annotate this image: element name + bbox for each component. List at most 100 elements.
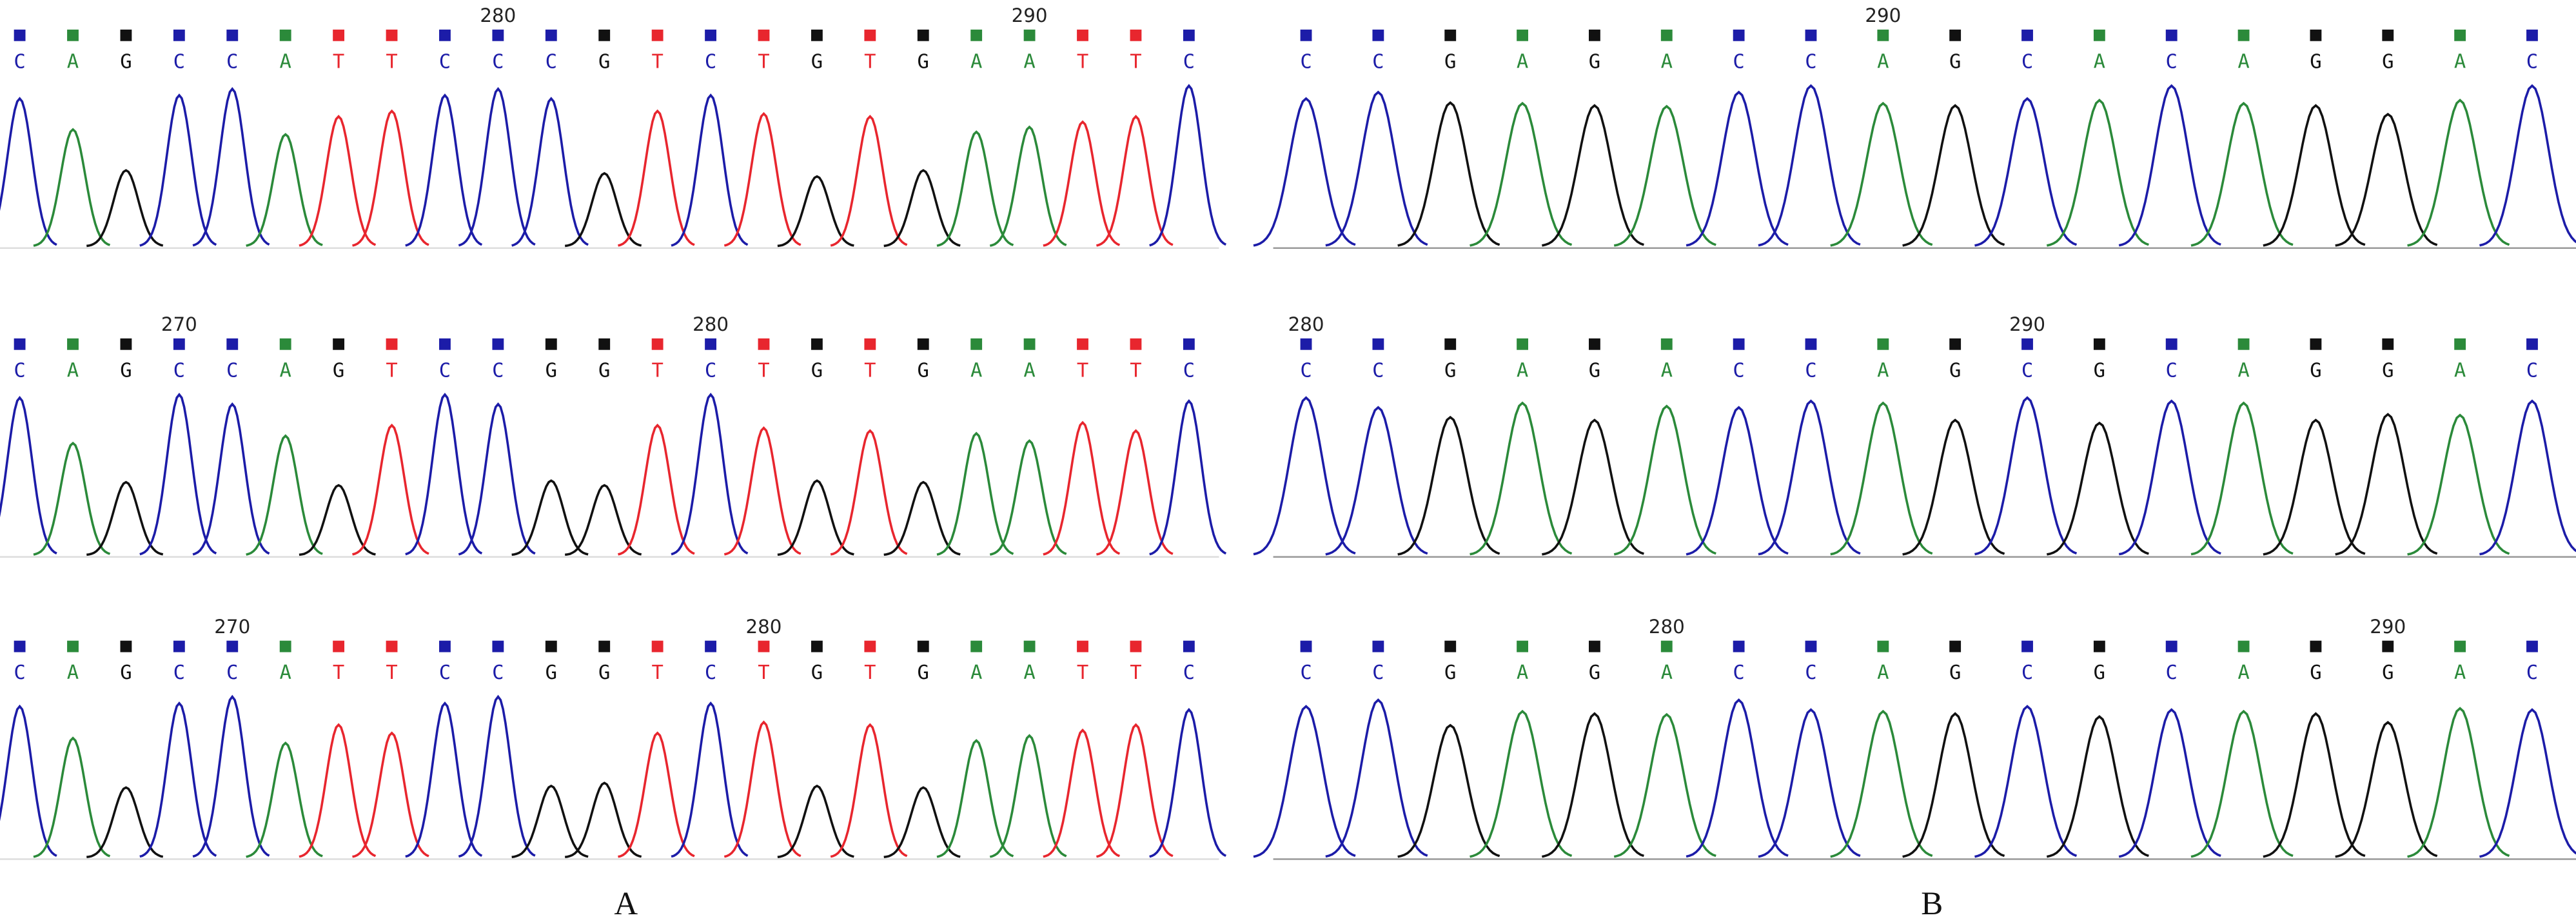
base-call: T — [333, 662, 344, 684]
base-call: T — [1130, 662, 1141, 684]
base-marker — [1130, 338, 1142, 350]
peak — [2263, 104, 2366, 247]
position-label: 290 — [2370, 616, 2406, 638]
base-marker — [864, 29, 876, 41]
peak — [2118, 84, 2221, 247]
base-call: T — [651, 50, 663, 73]
base-call: C — [439, 50, 451, 73]
peak — [2118, 399, 2221, 556]
base-marker — [279, 338, 291, 350]
peak — [1974, 97, 2078, 247]
peak — [1253, 396, 1356, 556]
base-marker — [226, 29, 239, 41]
peak — [1830, 709, 1933, 858]
peak — [723, 426, 801, 556]
base-marker — [1444, 29, 1457, 41]
peak — [192, 694, 270, 858]
base-call: C — [1805, 359, 1816, 382]
peak — [2190, 709, 2294, 858]
base-call: C — [1300, 662, 1312, 684]
peak — [33, 128, 111, 247]
base-marker — [2237, 338, 2250, 350]
base-call: A — [1023, 359, 1035, 382]
base-marker — [120, 29, 132, 41]
base-call: C — [1733, 50, 1744, 73]
position-label: 280 — [480, 5, 516, 26]
base-call: G — [546, 662, 557, 684]
base-marker — [1372, 640, 1384, 652]
position-label: 280 — [746, 616, 782, 638]
base-marker — [1589, 640, 1600, 652]
base-call: A — [1661, 50, 1673, 73]
base-marker — [279, 640, 291, 652]
base-marker — [120, 640, 132, 652]
base-marker — [439, 338, 451, 350]
base-call: G — [1589, 662, 1600, 684]
base-marker — [2454, 29, 2466, 41]
base-marker — [1023, 29, 1036, 41]
peak — [671, 701, 749, 858]
base-call: C — [1805, 662, 1816, 684]
base-call: C — [492, 50, 504, 73]
peak — [1325, 90, 1428, 247]
peak — [1758, 708, 1861, 858]
base-marker — [2526, 29, 2538, 41]
peak — [2046, 99, 2149, 247]
peak — [723, 720, 801, 858]
peak — [1397, 415, 1500, 556]
base-marker — [917, 640, 929, 652]
base-call: C — [2166, 359, 2178, 382]
base-marker — [705, 338, 716, 350]
peak — [1902, 104, 2005, 247]
base-marker — [1949, 640, 1961, 652]
base-call: G — [120, 662, 132, 684]
peak — [299, 723, 377, 858]
base-call: A — [1517, 662, 1528, 684]
peak — [246, 133, 323, 247]
base-marker — [67, 29, 79, 41]
base-marker — [1589, 29, 1600, 41]
base-call: A — [2237, 359, 2249, 382]
base-marker — [67, 338, 79, 350]
base-call: A — [1877, 662, 1889, 684]
base-call: A — [1661, 662, 1673, 684]
peak — [1902, 712, 2005, 858]
peak — [1253, 705, 1356, 858]
base-marker — [1183, 338, 1195, 350]
peak — [1470, 101, 1573, 247]
base-call: T — [651, 359, 663, 382]
base-marker — [1077, 29, 1088, 41]
base-marker — [2310, 29, 2322, 41]
base-call: G — [120, 359, 132, 382]
peak — [936, 739, 1014, 858]
base-call: T — [1130, 50, 1141, 73]
base-call: T — [758, 359, 769, 382]
peak — [1686, 406, 1789, 556]
base-call: A — [970, 50, 982, 73]
peak — [883, 480, 961, 556]
base-call: G — [2310, 50, 2321, 73]
peak — [2190, 101, 2294, 247]
peak — [830, 115, 908, 247]
base-marker — [970, 640, 983, 652]
base-marker — [1517, 640, 1528, 652]
base-call: A — [2454, 662, 2466, 684]
peak — [1974, 396, 2078, 556]
base-call: T — [1077, 662, 1088, 684]
base-marker — [14, 29, 26, 41]
base-call: G — [2310, 662, 2321, 684]
base-marker — [492, 640, 504, 652]
base-marker — [2526, 338, 2538, 350]
base-marker — [1805, 640, 1817, 652]
base-marker — [1130, 640, 1142, 652]
peak — [1096, 429, 1174, 556]
peak — [1613, 712, 1716, 858]
base-call: G — [811, 50, 823, 73]
base-marker — [545, 338, 557, 350]
base-marker — [545, 640, 557, 652]
base-marker — [705, 29, 716, 41]
base-marker — [970, 338, 983, 350]
base-call: G — [1444, 359, 1456, 382]
